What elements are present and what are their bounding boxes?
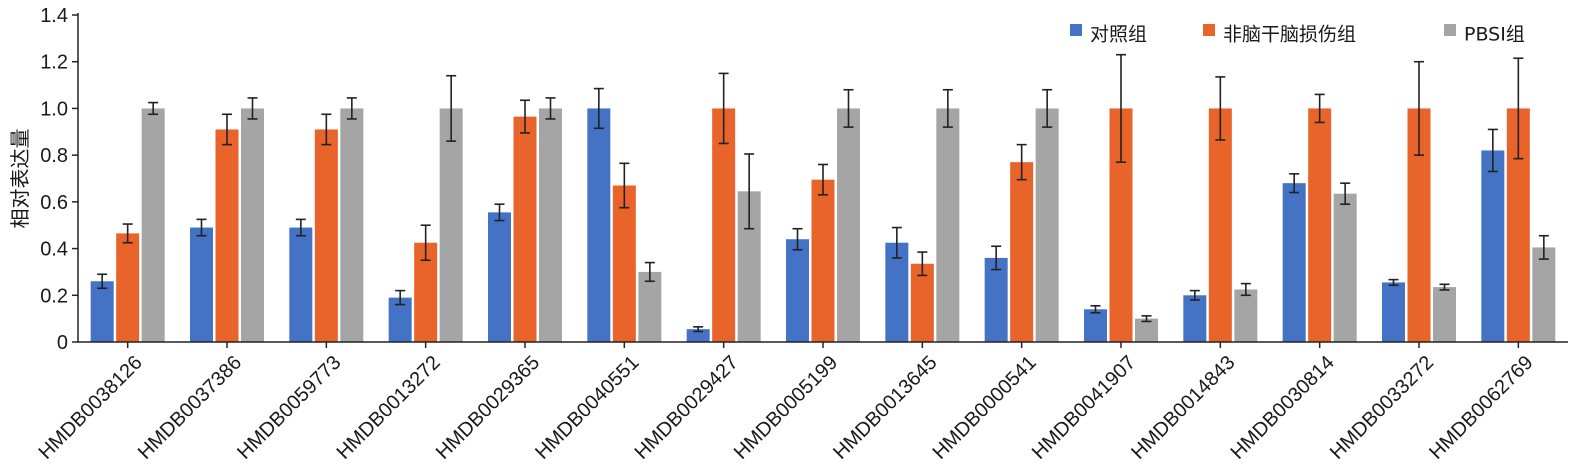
x-tick-label: HMDB0014843 — [1127, 352, 1239, 464]
legend-label: 非脑干脑损伤组 — [1223, 24, 1356, 46]
bar — [1035, 108, 1059, 342]
bar — [1010, 162, 1034, 342]
bar — [1382, 282, 1405, 342]
x-tick-label: HMDB0013645 — [829, 352, 941, 464]
bar — [612, 185, 636, 342]
bar — [215, 129, 239, 342]
bar — [1532, 247, 1556, 342]
legend-swatch — [1203, 24, 1215, 36]
bar — [1234, 289, 1258, 342]
y-tick-label: 0 — [57, 332, 68, 354]
bar — [241, 108, 264, 342]
bar — [885, 242, 909, 342]
bar — [1084, 309, 1107, 342]
bar — [1183, 295, 1207, 342]
bar — [936, 108, 960, 342]
bar — [439, 108, 463, 342]
bar — [414, 242, 438, 342]
bar — [712, 108, 736, 342]
bar — [1135, 318, 1158, 342]
bar — [513, 116, 537, 342]
y-tick-label: 1.0 — [40, 98, 68, 120]
x-tick-label: HMDB0059773 — [233, 352, 345, 464]
x-tick-label: HMDB0033272 — [1326, 352, 1438, 464]
legend: 对照组 非脑干脑损伤组 PBSI组 — [1070, 24, 1525, 46]
legend-label: 对照组 — [1090, 24, 1147, 46]
bars — [90, 53, 1556, 342]
x-tick-label: HMDB0062769 — [1425, 352, 1537, 464]
legend-swatch — [1070, 24, 1082, 36]
bar — [1109, 108, 1133, 342]
y-tick-label: 0.8 — [40, 145, 68, 167]
bar — [539, 108, 562, 342]
bar — [141, 108, 165, 342]
bar — [388, 297, 412, 342]
bar — [737, 191, 761, 342]
bar — [638, 271, 662, 342]
x-tick-label: HMDB0037386 — [134, 352, 246, 464]
y-axis-title: 相对表达量 — [8, 129, 32, 229]
y-axis: 0 0.2 0.4 0.6 0.8 1.0 1.2 1.4 — [40, 5, 79, 354]
x-tick-label: HMDB0040551 — [531, 352, 643, 464]
x-tick-label: HMDB0005199 — [730, 352, 842, 464]
bar — [289, 227, 313, 342]
bar — [1407, 108, 1431, 342]
bar — [116, 233, 140, 342]
x-tick-label: HMDB0038126 — [35, 352, 147, 464]
bar — [786, 239, 809, 342]
y-tick-label: 0.6 — [40, 192, 68, 214]
y-tick-label: 0.4 — [40, 239, 68, 261]
x-tick-label: HMDB0029427 — [631, 352, 743, 464]
bar — [190, 227, 213, 342]
bar — [811, 179, 835, 342]
bar — [587, 108, 611, 342]
bar — [1308, 108, 1332, 342]
bar — [1433, 287, 1456, 342]
y-tick-label: 1.4 — [40, 5, 68, 27]
bar — [1506, 108, 1530, 342]
bar — [910, 263, 934, 342]
y-tick-label: 0.2 — [40, 285, 68, 307]
x-axis: HMDB0038126HMDB0037386HMDB0059773HMDB001… — [35, 341, 1568, 464]
bar — [837, 108, 860, 342]
bar — [90, 281, 114, 342]
bar — [1481, 150, 1505, 342]
bar — [340, 108, 364, 342]
legend-label: PBSI组 — [1464, 24, 1525, 46]
bar — [984, 257, 1008, 342]
bar — [314, 129, 338, 342]
y-tick-label: 1.2 — [40, 52, 68, 74]
bar — [1282, 183, 1306, 342]
legend-swatch — [1444, 24, 1456, 36]
x-tick-label: HMDB0000541 — [929, 352, 1041, 464]
bar — [488, 212, 511, 342]
x-tick-label: HMDB0041907 — [1028, 352, 1140, 464]
x-tick-label: HMDB0013272 — [333, 352, 445, 464]
bar — [686, 329, 710, 342]
bar — [1208, 108, 1232, 342]
bar — [1333, 193, 1357, 342]
x-tick-label: HMDB0030814 — [1227, 352, 1339, 464]
x-tick-label: HMDB0029365 — [432, 352, 544, 464]
